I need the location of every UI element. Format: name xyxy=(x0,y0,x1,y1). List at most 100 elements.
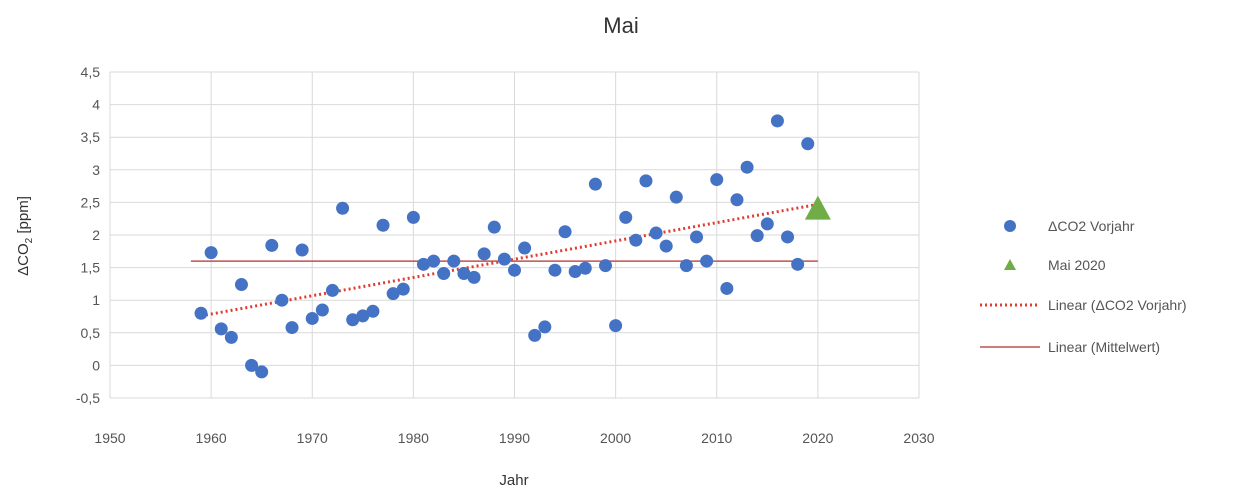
y-tick-label: 3 xyxy=(92,162,100,178)
data-point xyxy=(558,225,572,239)
data-point xyxy=(710,173,724,187)
data-point xyxy=(518,241,532,255)
data-point-highlight xyxy=(804,195,831,220)
data-point xyxy=(619,210,633,224)
y-tick-label: 2,5 xyxy=(81,194,101,210)
data-points xyxy=(194,114,831,379)
legend-marker-triangle xyxy=(1004,259,1016,270)
y-tick-label: 0 xyxy=(92,357,100,373)
grid-lines xyxy=(109,71,920,399)
data-point xyxy=(447,254,461,268)
legend-label: Linear (Mittelwert) xyxy=(1048,339,1160,355)
legend: ΔCO2 Vorjahr Mai 2020 Linear (ΔCO2 Vorjahr… xyxy=(980,218,1187,355)
y-axis-title: ΔCO2 [ppm] xyxy=(15,196,35,276)
data-point xyxy=(214,322,228,336)
data-point xyxy=(629,233,643,247)
data-point xyxy=(234,278,248,292)
y-tick-label: 1,5 xyxy=(81,260,101,276)
data-point xyxy=(649,226,663,240)
data-point xyxy=(497,252,511,266)
y-axis-title-main: ΔCO xyxy=(15,243,32,276)
data-point xyxy=(295,243,309,257)
x-tick-label: 2020 xyxy=(802,430,833,446)
data-point xyxy=(599,259,613,273)
y-tick-label: -0,5 xyxy=(76,390,100,406)
legend-label: Linear (ΔCO2 Vorjahr) xyxy=(1048,297,1187,313)
y-axis-title-subscript: 2 xyxy=(24,237,35,243)
data-point xyxy=(528,328,542,342)
data-point xyxy=(801,137,815,151)
data-point xyxy=(659,239,673,253)
data-point xyxy=(740,160,754,174)
data-point xyxy=(305,311,319,325)
data-point xyxy=(700,254,714,268)
data-point xyxy=(315,303,329,317)
data-point xyxy=(730,193,744,207)
data-point xyxy=(204,246,218,260)
data-point xyxy=(781,230,795,244)
data-point xyxy=(770,114,784,128)
data-point xyxy=(578,261,592,275)
data-point xyxy=(791,257,805,271)
data-point xyxy=(568,265,582,279)
data-point xyxy=(467,270,481,284)
y-tick-label: 0,5 xyxy=(81,325,101,341)
legend-label: Mai 2020 xyxy=(1048,257,1106,273)
data-point xyxy=(396,282,410,296)
x-tick-label: 1950 xyxy=(94,430,125,446)
data-point xyxy=(609,319,623,333)
legend-marker-circle xyxy=(1004,220,1016,232)
data-point xyxy=(457,266,471,280)
data-point xyxy=(679,259,693,273)
data-point xyxy=(346,313,360,327)
data-point xyxy=(639,174,653,188)
data-point xyxy=(427,254,441,268)
y-axis-ticks: -0,5 0 0,5 1 1,5 2 2,5 3 3,5 4 4,5 xyxy=(76,64,100,406)
data-point xyxy=(588,177,602,191)
x-tick-label: 2010 xyxy=(701,430,732,446)
data-point xyxy=(760,217,774,231)
data-point xyxy=(386,287,400,301)
data-point xyxy=(538,320,552,334)
data-point xyxy=(224,330,238,344)
x-tick-label: 2000 xyxy=(600,430,631,446)
data-point xyxy=(508,263,521,277)
data-point xyxy=(275,293,289,307)
data-point xyxy=(265,238,279,252)
y-tick-label: 2 xyxy=(92,227,100,243)
data-point xyxy=(487,220,501,234)
y-tick-label: 3,5 xyxy=(81,129,101,145)
y-tick-label: 1 xyxy=(92,292,100,308)
data-point xyxy=(720,281,734,295)
x-axis-title: Jahr xyxy=(499,472,528,489)
data-point xyxy=(245,358,259,372)
data-point xyxy=(255,365,269,379)
data-point xyxy=(437,266,451,280)
data-point xyxy=(750,229,764,243)
data-point xyxy=(336,201,350,215)
data-point xyxy=(477,247,491,261)
data-point xyxy=(366,304,380,318)
data-point xyxy=(406,210,420,224)
x-axis-ticks: 1950 1960 1970 1980 1990 2000 2010 2020 2030 xyxy=(94,430,934,446)
x-tick-label: 1960 xyxy=(196,430,227,446)
data-point xyxy=(285,321,299,335)
x-tick-label: 1970 xyxy=(297,430,328,446)
data-point xyxy=(194,306,208,320)
y-tick-label: 4,5 xyxy=(81,64,101,80)
data-point xyxy=(376,218,390,232)
y-tick-label: 4 xyxy=(92,97,100,113)
data-point xyxy=(416,257,430,271)
legend-label: ΔCO2 Vorjahr xyxy=(1048,218,1135,234)
x-tick-label: 1980 xyxy=(398,430,429,446)
x-tick-label: 1990 xyxy=(499,430,530,446)
x-tick-label: 2030 xyxy=(903,430,934,446)
y-axis-title-unit: [ppm] xyxy=(15,196,32,238)
data-point xyxy=(548,263,562,277)
chart-title: Mai xyxy=(603,13,638,38)
data-point xyxy=(356,309,370,323)
data-point xyxy=(690,230,704,244)
data-point xyxy=(325,283,339,297)
data-point xyxy=(669,190,683,204)
